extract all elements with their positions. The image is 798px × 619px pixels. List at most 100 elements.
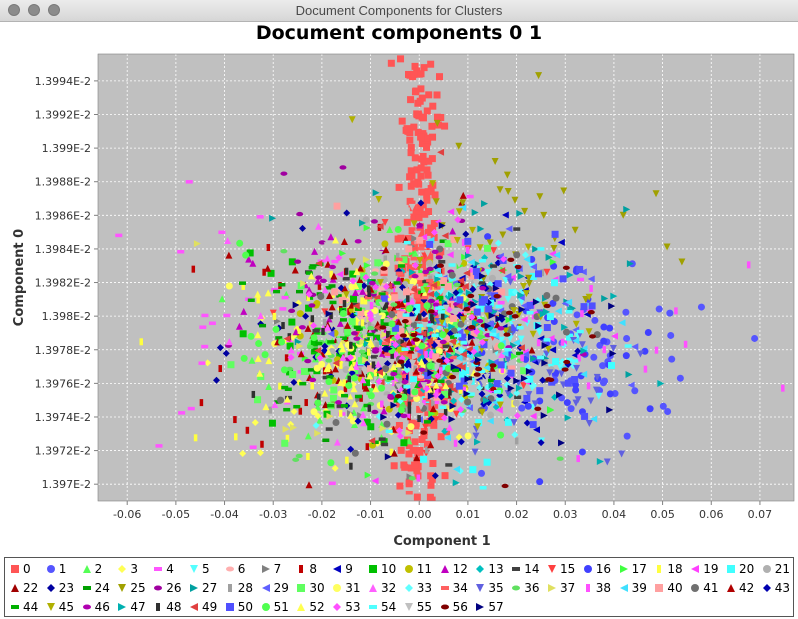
data-point-series-47 [561,323,569,331]
data-point-series-25 [536,193,544,201]
data-point-series-4 [218,230,226,235]
data-point-series-0 [417,133,425,141]
data-point-series-4 [354,362,362,366]
data-point-series-26 [339,165,347,170]
minimize-window-button[interactable] [28,4,40,16]
data-point-series-0 [412,87,420,95]
data-point-series-10 [413,381,421,389]
data-point-series-55 [483,373,491,381]
data-point-series-12 [235,322,243,330]
data-point-series-15 [432,416,440,424]
data-point-series-5 [556,363,564,371]
data-point-series-25 [678,258,686,266]
legend-label: 55 [416,600,433,614]
plot-border [97,53,795,502]
data-point-series-57 [325,310,333,318]
data-point-series-55 [375,315,383,323]
data-point-series-0 [405,441,413,449]
data-point-series-38 [643,365,648,373]
close-window-button[interactable] [8,4,20,16]
data-point-series-22 [488,364,496,372]
legend-marker-shape [82,586,91,590]
data-point-series-43 [354,417,362,425]
data-point-series-26 [350,331,358,336]
data-point-series-24 [259,323,267,328]
data-point-series-43 [574,347,582,355]
data-point-series-43 [537,439,545,447]
data-point-series-46 [372,347,380,352]
data-point-series-46 [353,336,361,341]
data-point-series-27 [481,200,489,208]
data-point-series-42 [459,191,467,199]
data-point-series-0 [438,413,446,421]
data-point-series-48 [417,313,422,321]
data-point-series-1 [623,432,631,440]
data-point-series-4 [177,249,185,254]
legend-marker [261,565,270,573]
data-point-series-3 [331,464,339,472]
data-point-series-26 [426,266,434,272]
legend-marker [512,567,521,571]
data-point-series-54 [416,335,424,339]
data-point-series-45 [410,220,418,228]
data-point-series-10 [288,258,296,266]
data-point-series-27 [601,295,609,303]
data-point-series-55 [323,242,331,250]
data-point-series-28 [419,317,424,325]
data-point-series-37 [381,331,389,339]
data-point-series-49 [427,290,435,298]
legend-marker-shape [261,584,270,592]
data-point-series-29 [587,275,595,283]
data-point-series-0 [417,172,425,180]
data-point-series-40 [405,245,413,253]
data-point-series-0 [410,180,418,188]
data-point-series-55 [376,356,384,364]
data-point-series-0 [431,191,439,199]
data-point-series-45 [453,237,461,245]
data-point-series-29 [504,272,512,280]
data-point-series-49 [425,337,433,345]
legend-label: 30 [309,581,325,595]
maximize-window-button[interactable] [48,4,60,16]
data-point-series-56 [473,372,481,377]
data-point-series-44 [293,404,301,409]
data-point-series-26 [308,303,316,308]
data-point-series-8 [245,426,250,434]
data-point-series-54 [537,355,545,360]
data-point-series-45 [429,180,437,188]
data-point-series-45 [459,316,467,324]
data-point-series-4 [115,233,123,238]
legend-marker [727,584,735,592]
legend-label: 24 [94,581,110,595]
data-point-series-47 [482,397,490,405]
data-point-series-1 [667,331,675,339]
legend-marker-shape [583,565,592,573]
data-point-series-2 [248,356,256,364]
data-point-series-50 [426,240,434,248]
legend-label: 11 [416,562,433,576]
data-point-series-53 [382,283,390,291]
data-point-series-51 [236,239,244,247]
legend-marker-shape [333,603,342,611]
data-point-series-45 [510,307,518,315]
data-point-series-54 [496,397,504,402]
data-point-series-40 [338,296,346,304]
data-point-series-28 [415,319,419,327]
data-point-series-20 [479,303,487,311]
data-point-series-29 [631,343,639,351]
data-point-series-56 [467,293,475,299]
data-point-series-54 [565,310,573,314]
data-point-series-29 [579,268,587,276]
data-point-series-50 [460,377,468,385]
legend-marker-shape [440,586,449,590]
legend-label: 14 [524,562,540,576]
data-point-series-0 [413,493,421,501]
legend-label: 10 [381,562,397,576]
data-point-series-32 [359,411,367,419]
data-point-series-55 [480,379,488,387]
data-point-series-0 [426,331,434,339]
data-point-series-53 [478,338,486,346]
data-point-series-0 [415,180,423,188]
data-point-series-23 [462,230,470,238]
data-point-series-0 [434,121,442,129]
